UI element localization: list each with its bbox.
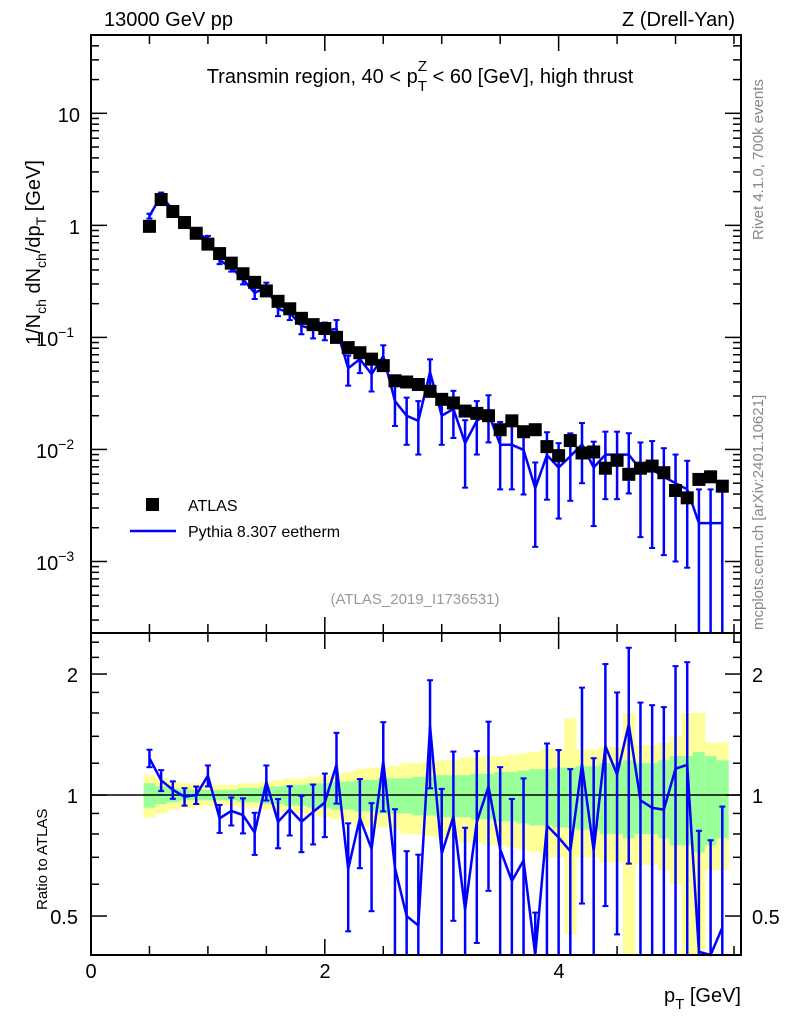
ratio-band-stat <box>412 776 425 816</box>
atlas-data-point <box>446 396 460 410</box>
atlas-data-point <box>178 216 192 230</box>
legend-atlas-marker <box>146 498 159 511</box>
main-frame <box>90 34 742 634</box>
atlas-data-point <box>353 346 367 360</box>
atlas-data-point <box>528 423 542 437</box>
analysis-label: (ATLAS_2019_I1736531) <box>330 591 499 608</box>
ratio-band-stat <box>529 769 542 826</box>
atlas-data-point <box>692 472 706 486</box>
atlas-data-point <box>341 341 355 355</box>
atlas-data-point <box>248 275 262 289</box>
data-marks <box>142 191 729 957</box>
x-tick-2: 2 <box>319 961 330 983</box>
atlas-data-point <box>376 359 390 373</box>
atlas-data-point <box>388 374 402 388</box>
x-tick-0: 0 <box>85 961 96 983</box>
atlas-data-point <box>213 247 227 261</box>
tick-labels: 0 2 4 10 1 10−1 10−2 10−3 2 1 0.5 2 1 0.… <box>36 105 780 983</box>
atlas-data-point <box>283 302 297 316</box>
atlas-data-point <box>189 226 203 240</box>
rivet-version-label: Rivet 4.1.0, 700k events <box>750 79 767 240</box>
atlas-data-point <box>470 406 484 420</box>
atlas-data-point <box>306 318 320 332</box>
y-axis-label: 1/Nch dNch/dpT [GeV] <box>23 160 49 345</box>
header-right: Z (Drell-Yan) <box>622 9 735 31</box>
atlas-data-point <box>154 193 168 207</box>
ratio-band-stat <box>400 778 413 814</box>
atlas-data-point <box>563 434 577 448</box>
ratio-frame <box>90 632 742 956</box>
ratio-band-stat <box>693 751 706 853</box>
atlas-data-point <box>411 377 425 391</box>
atlas-data-point <box>400 375 414 389</box>
atlas-data-point <box>657 466 671 480</box>
legend-atlas-label: ATLAS <box>188 498 238 515</box>
atlas-data-point <box>715 479 729 493</box>
ratio-bands <box>91 712 741 955</box>
atlas-data-point <box>610 453 624 467</box>
legend-pythia-label: Pythia 8.307 eetherm <box>188 524 340 541</box>
header-left: 13000 GeV pp <box>104 9 233 31</box>
atlas-data-point <box>540 440 554 454</box>
ratio-band-stat <box>716 760 729 839</box>
y-tick-0.1: 10−1 <box>36 324 74 351</box>
atlas-data-point <box>236 267 250 281</box>
atlas-data-point <box>435 392 449 406</box>
atlas-data-point <box>622 467 636 481</box>
atlas-data-point <box>142 219 156 233</box>
ratio-band-stat <box>704 756 717 846</box>
atlas-data-point <box>575 446 589 460</box>
atlas-data-point <box>598 461 612 475</box>
atlas-data-point <box>423 384 437 398</box>
atlas-data-point <box>633 461 647 475</box>
atlas-data-point <box>493 423 507 437</box>
atlas-data-point <box>517 425 531 439</box>
atlas-data-point <box>505 414 519 428</box>
atlas-data-point <box>166 204 180 218</box>
ratio-tick-1: 1 <box>67 786 78 808</box>
ratio-y-axis-label: Ratio to ATLAS <box>34 809 51 910</box>
atlas-data-point <box>259 284 273 298</box>
chart-title: Transmin region, 40 < pTZ < 60 [GeV], hi… <box>207 58 634 95</box>
legend: ATLAS Pythia 8.307 eetherm <box>130 498 340 541</box>
atlas-data-point <box>330 330 344 344</box>
atlas-data-point <box>645 459 659 473</box>
pythia-ratio-line <box>148 723 724 957</box>
ratio-tick-1-right: 1 <box>752 786 763 808</box>
ratio-band-stat <box>389 778 402 814</box>
atlas-data-point <box>365 352 379 366</box>
atlas-data-point <box>271 294 285 308</box>
ratio-tick-0.5: 0.5 <box>50 907 78 929</box>
ratio-tick-0.5-right: 0.5 <box>752 907 780 929</box>
atlas-data-point <box>669 484 683 498</box>
y-tick-0.001: 10−3 <box>36 548 74 575</box>
x-axis-label: pT [GeV] <box>664 985 741 1013</box>
y-tick-10: 10 <box>58 105 80 127</box>
x-tick-4: 4 <box>553 961 564 983</box>
atlas-data-point <box>587 445 601 459</box>
ratio-band-stat <box>459 775 472 818</box>
mcplots-label: mcplots.cern.ch [arXiv:2401.10621] <box>750 395 767 630</box>
atlas-data-point <box>481 409 495 423</box>
atlas-data-point <box>224 256 238 270</box>
atlas-data-point <box>552 449 566 463</box>
atlas-data-point <box>458 404 472 418</box>
y-tick-1: 1 <box>69 217 80 239</box>
atlas-data-point <box>294 311 308 325</box>
y-tick-0.01: 10−2 <box>36 436 74 463</box>
atlas-data-point <box>704 470 718 484</box>
ratio-tick-2: 2 <box>67 665 78 687</box>
ratio-band-stat <box>506 772 519 822</box>
atlas-data-point <box>318 322 332 336</box>
atlas-data-point <box>201 237 215 251</box>
ratio-tick-2-right: 2 <box>752 665 763 687</box>
atlas-data-point <box>680 491 694 505</box>
